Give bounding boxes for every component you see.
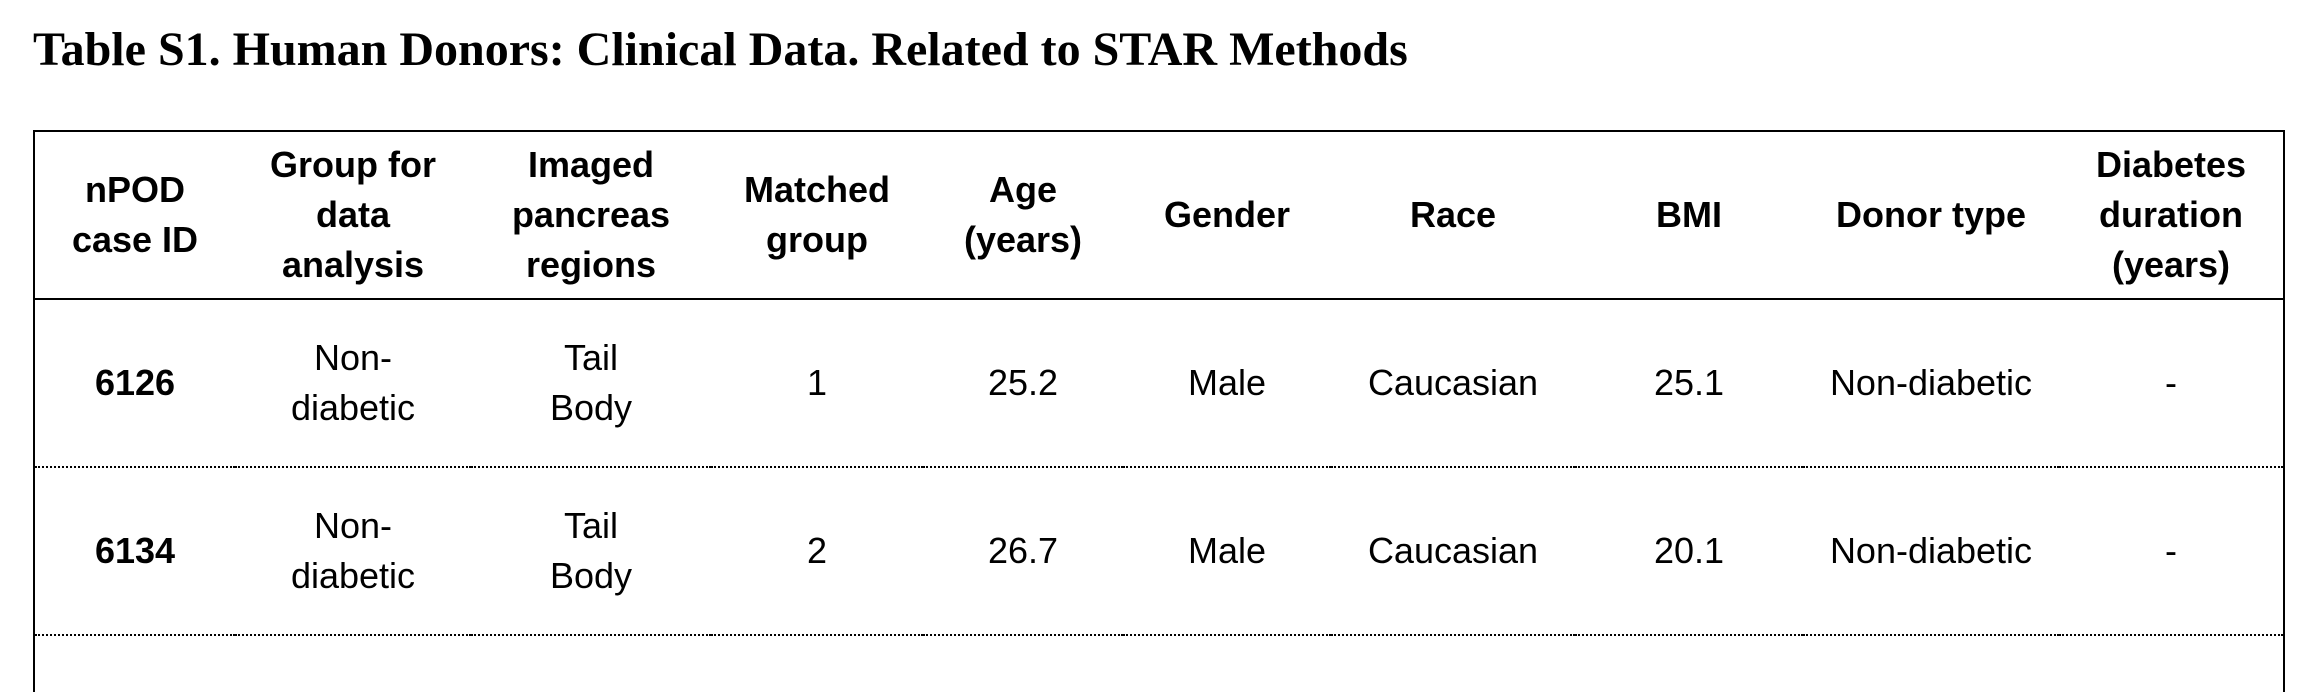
cell-donor-type: Non-diabetic bbox=[1803, 299, 2059, 468]
cell-regions: Tail Body bbox=[471, 299, 711, 468]
cell-case-id: 6134 bbox=[35, 467, 235, 636]
cell-group: Non- diabetic bbox=[235, 467, 471, 636]
cell-race: Caucasian bbox=[1331, 299, 1575, 468]
cell-regions: Tail Body bbox=[471, 467, 711, 636]
cell-diabetes-duration: - bbox=[2059, 299, 2283, 468]
header-donor-type: Donor type bbox=[1803, 132, 2059, 300]
cell-matched-group: 2 bbox=[711, 467, 923, 636]
header-regions: Imaged pancreas regions bbox=[471, 132, 711, 300]
cell-gender: Male bbox=[1123, 299, 1331, 468]
cell-race: Caucasian bbox=[1331, 467, 1575, 636]
cell-case-id: 6126 bbox=[35, 299, 235, 468]
cell-group: Non- diabetic bbox=[235, 299, 471, 468]
cell-matched-group: 1 bbox=[711, 299, 923, 468]
table-row: 6134 Non- diabetic Tail Body 2 26.7 Male… bbox=[35, 467, 2283, 636]
header-matched-group: Matched group bbox=[711, 132, 923, 300]
cell-donor-type: Non-diabetic bbox=[1803, 467, 2059, 636]
clinical-data-table-frame: nPOD case ID Group for data analysis Ima… bbox=[33, 130, 2285, 692]
header-gender: Gender bbox=[1123, 132, 1331, 300]
table-title: Table S1. Human Donors: Clinical Data. R… bbox=[33, 23, 1408, 76]
header-group: Group for data analysis bbox=[235, 132, 471, 300]
header-row: nPOD case ID Group for data analysis Ima… bbox=[35, 132, 2283, 300]
cell-bmi: 20.1 bbox=[1575, 467, 1803, 636]
header-diabetes-duration: Diabetes duration (years) bbox=[2059, 132, 2283, 300]
header-bmi: BMI bbox=[1575, 132, 1803, 300]
cell-age: 25.2 bbox=[923, 299, 1123, 468]
cell-diabetes-duration: - bbox=[2059, 467, 2283, 636]
table-row: 6126 Non- diabetic Tail Body 1 25.2 Male… bbox=[35, 299, 2283, 468]
header-case-id: nPOD case ID bbox=[35, 132, 235, 300]
header-age: Age (years) bbox=[923, 132, 1123, 300]
cell-bmi: 25.1 bbox=[1575, 299, 1803, 468]
header-race: Race bbox=[1331, 132, 1575, 300]
cell-gender: Male bbox=[1123, 467, 1331, 636]
cell-age: 26.7 bbox=[923, 467, 1123, 636]
clinical-data-table: nPOD case ID Group for data analysis Ima… bbox=[35, 132, 2283, 636]
